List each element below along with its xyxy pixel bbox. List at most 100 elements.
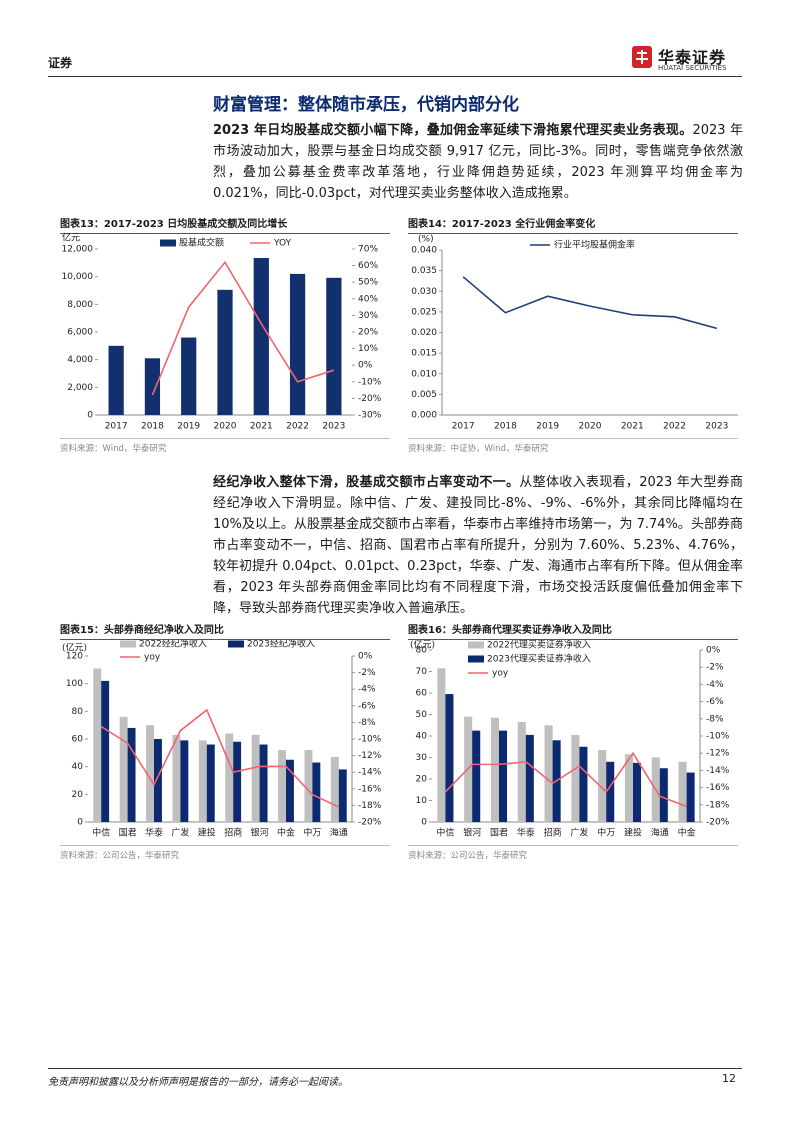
x-tick-label: 华泰 bbox=[517, 827, 535, 839]
chart: 0 2,000 4,000 6,000 8,000 10,000 12,000 -30% -20… bbox=[62, 232, 382, 432]
bar bbox=[445, 694, 454, 822]
legend-label: 行业平均股基佣金率 bbox=[554, 239, 635, 251]
bar bbox=[598, 749, 607, 822]
bar bbox=[180, 740, 189, 822]
header-label: 证券 bbox=[48, 56, 73, 70]
legend-label: 2022代理买卖证券净收入 bbox=[487, 640, 591, 651]
bar bbox=[678, 761, 687, 822]
x-tick-label: 银河 bbox=[463, 827, 481, 839]
page-number: 12 bbox=[722, 1072, 736, 1085]
x-tick-label: 2021 bbox=[250, 422, 273, 432]
bar bbox=[517, 722, 526, 822]
legend-label: yoy bbox=[144, 653, 161, 663]
tick-label: -2% bbox=[358, 668, 376, 678]
figure-source: 资料来源：中证协，Wind，华泰研究 bbox=[408, 438, 738, 454]
chart: 0 10 20 30 40 50 60 70 80 -20% -18% -16% -14% -12% -10… bbox=[410, 640, 730, 839]
tick-label: 60% bbox=[358, 261, 378, 271]
bar bbox=[259, 744, 268, 822]
bar bbox=[119, 716, 128, 822]
tick-label: -10% bbox=[706, 732, 730, 742]
bar bbox=[217, 289, 233, 415]
figure-label: 图表13： bbox=[60, 219, 104, 230]
tick-label: 8,000 bbox=[67, 300, 93, 310]
x-tick-label: 中金 bbox=[277, 827, 295, 839]
tick-label: 0% bbox=[706, 646, 721, 656]
figure-caption: 图表13：2017-2023 日均股基成交额及同比增长 bbox=[60, 215, 390, 234]
bar bbox=[286, 759, 294, 822]
tick-label: -6% bbox=[706, 697, 724, 707]
x-tick-label: 2022 bbox=[286, 422, 309, 432]
tick-label: 60 bbox=[416, 689, 428, 699]
x-tick-label: 国君 bbox=[490, 828, 508, 839]
tick-label: 0 bbox=[87, 411, 93, 421]
tick-label: 10% bbox=[358, 344, 378, 354]
tick-label: 0.000 bbox=[411, 411, 437, 421]
bar bbox=[146, 725, 154, 822]
tick-label: -12% bbox=[358, 751, 382, 761]
figure-title: 2017-2023 全行业佣金率变化 bbox=[451, 219, 596, 230]
tick-label: 10,000 bbox=[62, 272, 94, 282]
bar bbox=[233, 741, 242, 822]
tick-label: 0 bbox=[77, 818, 83, 828]
legend-swatch bbox=[468, 641, 484, 649]
x-tick-label: 2019 bbox=[177, 422, 200, 432]
line bbox=[151, 260, 335, 396]
axis-label: (%) bbox=[418, 235, 434, 245]
tick-label: 10 bbox=[416, 796, 428, 806]
bar bbox=[472, 730, 481, 822]
legend-swatch bbox=[120, 640, 136, 648]
chart: 0.000 0.005 0.010 0.015 0.020 0.025 0.030 0.035… bbox=[411, 235, 738, 432]
x-tick-label: 建投 bbox=[198, 827, 216, 839]
tick-label: -10% bbox=[358, 377, 382, 387]
bar bbox=[253, 257, 269, 415]
tick-label: -8% bbox=[706, 714, 724, 724]
bar bbox=[251, 734, 260, 822]
tick-label: -4% bbox=[358, 685, 376, 695]
paragraph-lead: 经纪净收入整体下滑，股基成交额市占率变动不一。 bbox=[213, 475, 520, 490]
legend-label: 2023经纪净收入 bbox=[247, 640, 315, 650]
x-tick-label: 中信 bbox=[436, 827, 454, 839]
legend-label: YOY bbox=[273, 239, 292, 249]
x-tick-label: 2023 bbox=[705, 422, 728, 432]
figure-label: 图表14： bbox=[408, 219, 452, 230]
tick-label: 70 bbox=[416, 667, 428, 677]
paragraph-lead: 2023 年日均股基成交额小幅下降，叠加佣金率延续下滑拖累代理买卖业务表现。 bbox=[213, 123, 693, 138]
bar bbox=[181, 337, 197, 415]
legend-label: 2022经纪净收入 bbox=[139, 640, 207, 650]
bar bbox=[278, 750, 286, 822]
line bbox=[444, 751, 687, 808]
tick-label: 0.005 bbox=[411, 390, 437, 400]
tick-label: 0.015 bbox=[411, 349, 437, 359]
bar bbox=[579, 746, 588, 822]
paragraph-text: 2023 年市场波动加大，股票与基金日均成交额 9,917 亿元，同比-3%。同… bbox=[213, 123, 743, 201]
axis-label: (亿元) bbox=[410, 640, 435, 651]
paragraph: 经纪净收入整体下滑，股基成交额市占率变动不一。从整体收入表现看，2023 年大型… bbox=[213, 472, 743, 619]
tick-label: 2,000 bbox=[67, 383, 93, 393]
x-tick-label: 2021 bbox=[621, 422, 644, 432]
bar bbox=[225, 733, 234, 822]
x-tick-label: 2018 bbox=[141, 422, 164, 432]
tick-label: 20 bbox=[72, 790, 84, 800]
axis-label: 亿元 bbox=[62, 232, 80, 244]
bar bbox=[206, 744, 215, 822]
footer-disclaimer: 免责声明和披露以及分析师声明是报告的一部分，请务必一起阅读。 bbox=[48, 1077, 348, 1088]
legend-swatch bbox=[228, 640, 244, 648]
tick-label: 100 bbox=[66, 679, 83, 689]
figure-title: 头部券商经纪净收入及同比 bbox=[103, 625, 224, 636]
tick-label: 60 bbox=[72, 735, 84, 745]
tick-label: -18% bbox=[706, 800, 730, 810]
bar bbox=[330, 756, 339, 822]
tick-label: 0.020 bbox=[411, 328, 437, 338]
x-tick-label: 广发 bbox=[171, 827, 189, 839]
bar bbox=[172, 734, 181, 822]
logo-text: 华泰证券 bbox=[658, 48, 727, 67]
figure-caption: 图表15：头部券商经纪净收入及同比 bbox=[60, 621, 390, 640]
tick-label: -14% bbox=[358, 768, 382, 778]
x-tick-label: 华泰 bbox=[145, 827, 163, 839]
tick-label: -10% bbox=[358, 735, 382, 745]
header-rule bbox=[48, 76, 742, 77]
bar bbox=[606, 761, 615, 822]
tick-label: 0.030 bbox=[411, 287, 437, 297]
tick-label: 70% bbox=[358, 245, 378, 255]
bar bbox=[198, 740, 207, 822]
